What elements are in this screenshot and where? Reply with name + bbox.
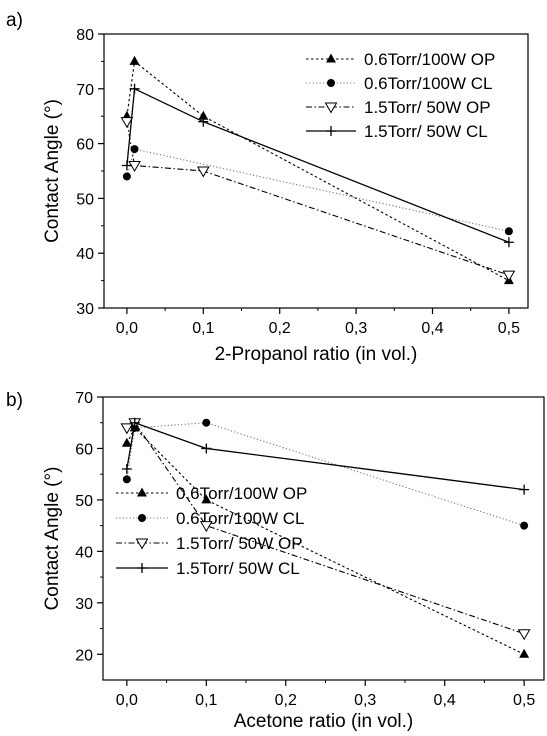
series-line: [126, 426, 525, 655]
legend-marker: [326, 126, 336, 136]
x-tick-label: 0,2: [275, 692, 297, 709]
legend-label: 0.6Torr/100W CL: [364, 74, 493, 93]
data-point: [121, 160, 132, 171]
plot-frame: [102, 396, 545, 681]
legend-marker: [135, 538, 149, 550]
data-point: [198, 110, 209, 120]
x-tick-label: 0,4: [421, 320, 443, 337]
panel-label: b): [6, 390, 23, 411]
x-tick-label: 0,1: [195, 692, 217, 709]
legend-label: 1.5Torr/ 50W CL: [176, 559, 300, 578]
data-point: [517, 629, 531, 641]
series-line: [126, 421, 525, 635]
data-point: [120, 423, 134, 435]
x-tick-label: 0,3: [345, 320, 367, 337]
data-point: [129, 83, 140, 94]
y-tick-label: 40: [76, 246, 94, 263]
data-point: [121, 464, 132, 475]
y-tick-label: 60: [75, 441, 93, 458]
data-point: [198, 116, 209, 127]
y-tick-label: 50: [75, 493, 93, 510]
y-axis-label: Contact Angle (°): [42, 467, 63, 611]
series-line: [126, 60, 510, 282]
y-tick-label: 70: [75, 390, 93, 407]
series-group: [122, 145, 513, 236]
y-tick-label: 30: [76, 301, 94, 318]
series-group: [120, 418, 531, 641]
legend-marker: [137, 487, 147, 497]
series-group: [121, 417, 530, 495]
data-point: [196, 166, 210, 178]
legend-label: 0.6Torr/100W CL: [176, 509, 305, 528]
series-line: [126, 87, 510, 243]
legend-marker: [327, 79, 335, 87]
y-tick-label: 40: [75, 544, 93, 561]
legend-marker: [326, 53, 336, 63]
data-point: [199, 521, 213, 533]
data-point: [201, 443, 212, 454]
y-tick-label: 50: [76, 191, 94, 208]
x-axis-label: Acetone ratio (in vol.): [234, 711, 414, 732]
data-point: [122, 475, 131, 484]
data-point: [503, 237, 514, 248]
y-tick-label: 60: [76, 137, 94, 154]
x-tick-label: 0,5: [498, 320, 520, 337]
data-point: [201, 494, 212, 504]
y-tick-label: 80: [76, 27, 94, 44]
panel-label: a): [6, 10, 23, 31]
legend-label: 0.6Torr/100W OP: [176, 484, 307, 503]
data-point: [202, 418, 211, 427]
data-point: [519, 648, 530, 658]
x-tick-label: 0,3: [354, 692, 376, 709]
data-point: [519, 484, 530, 495]
data-point: [129, 55, 140, 65]
x-tick-label: 0,0: [116, 692, 138, 709]
data-point: [502, 270, 516, 282]
series-group: [121, 83, 514, 248]
y-axis-label: Contact Angle (°): [42, 99, 63, 243]
series-line: [126, 421, 525, 491]
legend-label: 1.5Torr/ 50W OP: [364, 98, 491, 117]
y-tick-label: 20: [75, 647, 93, 664]
x-tick-label: 0,4: [434, 692, 456, 709]
data-point: [129, 417, 140, 428]
legend-marker: [324, 102, 338, 114]
data-point: [122, 172, 131, 181]
x-tick-label: 0,2: [269, 320, 291, 337]
x-tick-label: 0,1: [192, 320, 214, 337]
data-point: [520, 521, 529, 530]
data-point: [128, 161, 141, 173]
legend-label: 0.6Torr/100W OP: [364, 50, 495, 69]
legend-marker: [138, 514, 146, 522]
data-point: [121, 437, 132, 447]
series-line: [126, 121, 510, 276]
y-tick-label: 30: [75, 596, 93, 613]
x-tick-label: 0,5: [513, 692, 535, 709]
series-group: [120, 117, 516, 282]
y-tick-label: 70: [76, 82, 94, 99]
legend-marker: [137, 563, 147, 573]
x-axis-label: 2-Propanol ratio (in vol.): [215, 344, 418, 365]
legend-label: 1.5Torr/ 50W CL: [364, 122, 488, 141]
x-tick-label: 0,0: [116, 320, 138, 337]
legend-label: 1.5Torr/ 50W OP: [176, 534, 303, 553]
data-point: [504, 227, 513, 236]
data-point: [120, 117, 134, 129]
